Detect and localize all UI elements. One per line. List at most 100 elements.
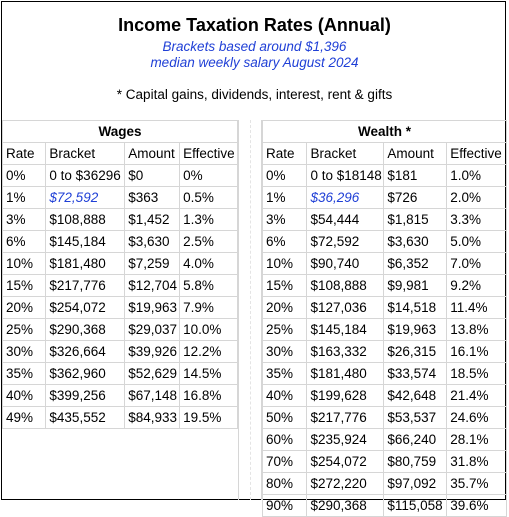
wages-table-row: 1% $72,592 $363 0.5%: [1, 186, 238, 209]
wealth-cell: $272,220: [306, 472, 385, 495]
wages-cell: $72,592: [45, 186, 126, 209]
wages-cell: 0.5%: [179, 186, 238, 209]
wealth-cell: 3.3%: [446, 208, 507, 231]
wages-cell: $399,256: [45, 384, 126, 407]
wages-cell: $145,184: [45, 230, 126, 253]
wealth-cell: 9.2%: [446, 274, 507, 297]
wages-cell: 3%: [1, 208, 47, 231]
wealth-panel: Wealth * Rate Bracket Amount Effective 0% 0 t…: [261, 120, 507, 517]
wealth-cell: 3%: [261, 208, 308, 231]
subtitle-line-1: Brackets based around $1,396: [162, 39, 347, 54]
wealth-cell: $42,648: [383, 384, 448, 407]
wealth-table-row: 15% $108,888 $9,981 9.2%: [261, 274, 507, 297]
wages-table-row: 25% $290,368 $29,037 10.0%: [1, 318, 238, 341]
wealth-cell: $9,981: [383, 274, 448, 297]
wealth-cell: $254,072: [306, 450, 385, 473]
wealth-cell: $26,315: [383, 340, 448, 363]
wealth-table-row: 90% $290,368 $115,058 39.6%: [261, 494, 507, 517]
wealth-cell: $3,630: [383, 230, 448, 253]
wages-cell: 0 to $36296: [45, 164, 126, 187]
wages-cell: 25%: [1, 318, 47, 341]
wages-cell: 1%: [1, 186, 47, 209]
wealth-cell: $726: [383, 186, 448, 209]
wealth-cell: $72,592: [306, 230, 385, 253]
wealth-cell: 16.1%: [446, 340, 507, 363]
wealth-cell: $1,815: [383, 208, 448, 231]
wealth-cell: $127,036: [306, 296, 385, 319]
wages-table-row: 20% $254,072 $19,963 7.9%: [1, 296, 238, 319]
wealth-cell: 1.0%: [446, 164, 507, 187]
wealth-table-row: 35% $181,480 $33,574 18.5%: [261, 362, 507, 385]
wealth-cell: $199,628: [306, 384, 385, 407]
wealth-cell: 31.8%: [446, 450, 507, 473]
wealth-cell: 1%: [261, 186, 308, 209]
wages-title: Wages: [2, 120, 238, 143]
wealth-cell: $80,759: [383, 450, 448, 473]
wages-cell: $29,037: [124, 318, 181, 341]
wages-cell: $326,664: [45, 340, 126, 363]
wealth-title-row: Wealth *: [262, 120, 507, 143]
wages-cell: $1,452: [124, 208, 181, 231]
wages-cell: $181,480: [45, 252, 126, 275]
wages-table-row: 15% $217,776 $12,704 5.8%: [1, 274, 238, 297]
subtitle-line-2: median weekly salary August 2024: [150, 55, 359, 70]
wealth-cell: $90,740: [306, 252, 385, 275]
wages-title-row: Wages: [2, 120, 238, 143]
wages-table: Wages Rate Bracket Amount Effective 0% 0 to $…: [1, 120, 238, 429]
wealth-cell: 50%: [261, 406, 308, 429]
wealth-cell: 40%: [261, 384, 308, 407]
wealth-column-header: Bracket: [306, 142, 385, 165]
wealth-cell: 0 to $18148: [306, 164, 385, 187]
wealth-cell: $14,518: [383, 296, 448, 319]
wages-column-header: Bracket: [45, 142, 126, 165]
wealth-cell: 24.6%: [446, 406, 507, 429]
wages-cell: $39,926: [124, 340, 181, 363]
wealth-table-row: 70% $254,072 $80,759 31.8%: [261, 450, 507, 473]
wages-cell: $217,776: [45, 274, 126, 297]
wealth-table-row: 0% 0 to $18148 $181 1.0%: [261, 164, 507, 187]
wealth-table-row: 50% $217,776 $53,537 24.6%: [261, 406, 507, 429]
wealth-cell: 6%: [261, 230, 308, 253]
wealth-cell: 70%: [261, 450, 308, 473]
wages-table-row: 0% 0 to $36296 $0 0%: [1, 164, 238, 187]
wealth-cell: $53,537: [383, 406, 448, 429]
wages-column-header: Effective: [179, 142, 238, 165]
wealth-cell: $181: [383, 164, 448, 187]
wealth-cell: 13.8%: [446, 318, 507, 341]
wealth-table-row: 30% $163,332 $26,315 16.1%: [261, 340, 507, 363]
wages-cell: $362,960: [45, 362, 126, 385]
wages-cell: $84,933: [124, 406, 181, 429]
wealth-title: Wealth *: [262, 120, 507, 143]
wages-column-header: Amount: [124, 142, 181, 165]
wealth-table-row: 6% $72,592 $3,630 5.0%: [261, 230, 507, 253]
wages-cell: $435,552: [45, 406, 126, 429]
column-gutter: [238, 120, 262, 500]
wealth-cell: $36,296: [306, 186, 385, 209]
wages-cell: 12.2%: [179, 340, 238, 363]
wealth-table-row: 20% $127,036 $14,518 11.4%: [261, 296, 507, 319]
wealth-cell: $66,240: [383, 428, 448, 451]
wealth-cell: 35.7%: [446, 472, 507, 495]
wealth-cell: $54,444: [306, 208, 385, 231]
wealth-cell: 2.0%: [446, 186, 507, 209]
wages-cell: $0: [124, 164, 181, 187]
wealth-table: Wealth * Rate Bracket Amount Effective 0% 0 t…: [261, 120, 507, 517]
wealth-cell: $6,352: [383, 252, 448, 275]
wealth-cell: 20%: [261, 296, 308, 319]
wages-cell: 0%: [179, 164, 238, 187]
wealth-table-row: 10% $90,740 $6,352 7.0%: [261, 252, 507, 275]
wealth-cell: 25%: [261, 318, 308, 341]
wealth-table-row: 40% $199,628 $42,648 21.4%: [261, 384, 507, 407]
wages-cell: 10.0%: [179, 318, 238, 341]
wealth-cell: $145,184: [306, 318, 385, 341]
wages-table-row: 35% $362,960 $52,629 14.5%: [1, 362, 238, 385]
wages-table-row: 30% $326,664 $39,926 12.2%: [1, 340, 238, 363]
wealth-cell: $181,480: [306, 362, 385, 385]
wages-cell: 49%: [1, 406, 47, 429]
wages-cell: 0%: [1, 164, 47, 187]
wages-table-row: 10% $181,480 $7,259 4.0%: [1, 252, 238, 275]
wealth-cell: 80%: [261, 472, 308, 495]
wealth-table-row: 25% $145,184 $19,963 13.8%: [261, 318, 507, 341]
wages-cell: 15%: [1, 274, 47, 297]
wages-cell: 35%: [1, 362, 47, 385]
